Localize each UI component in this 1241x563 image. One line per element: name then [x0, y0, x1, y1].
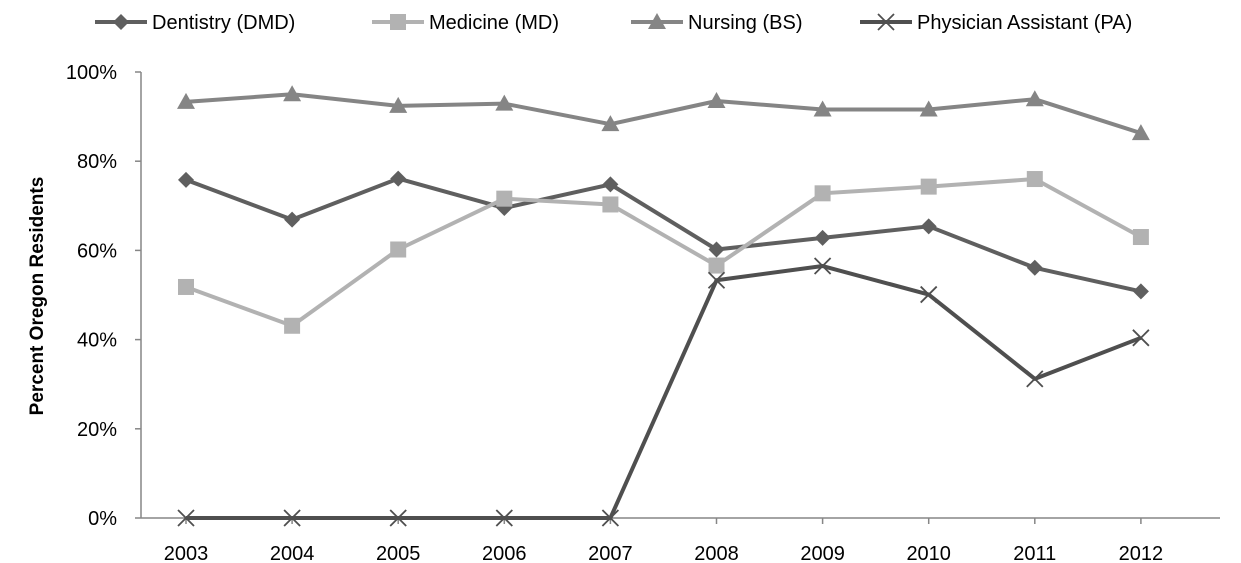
- data-point: [708, 241, 725, 258]
- legend-item: Nursing (BS): [631, 12, 802, 34]
- y-axis-label: Percent Oregon Residents: [27, 177, 48, 416]
- data-point: [601, 509, 620, 527]
- x-tick-label: 2004: [270, 543, 315, 563]
- data-point: [708, 257, 725, 274]
- x-tick-label: 2009: [800, 543, 845, 563]
- legend-label: Dentistry (DMD): [152, 12, 295, 34]
- data-point: [813, 257, 832, 275]
- x-tick-label: 2011: [1013, 543, 1056, 563]
- legend-marker-stroke-b: [877, 13, 895, 31]
- y-tick-label: 0%: [88, 508, 117, 530]
- data-point: [496, 190, 513, 207]
- data-point: [707, 91, 726, 108]
- data-point: [389, 509, 407, 527]
- data-point-stroke-b: [707, 271, 726, 289]
- data-point: [920, 178, 937, 195]
- data-point: [283, 85, 302, 102]
- data-point-stroke-b: [495, 509, 513, 527]
- x-tick-label: 2005: [376, 543, 421, 563]
- data-point: [601, 115, 620, 132]
- data-point: [495, 509, 513, 527]
- data-point-stroke-b: [601, 509, 620, 527]
- y-tick-label: 20%: [77, 419, 117, 441]
- y-tick-label: 100%: [66, 62, 117, 84]
- series-line: [185, 92, 1142, 136]
- data-point-stroke-b: [1026, 370, 1044, 388]
- legend-label: Physician Assistant (PA): [917, 12, 1132, 34]
- series-line: [186, 264, 1142, 520]
- data-point: [813, 100, 832, 117]
- data-point-stroke-b: [813, 257, 832, 275]
- x-tick-label: 2007: [588, 543, 633, 563]
- data-point: [1025, 90, 1044, 107]
- series-diamond: [178, 170, 1149, 300]
- y-tick-label: 60%: [77, 240, 117, 262]
- data-point: [919, 100, 938, 117]
- data-point: [284, 211, 301, 228]
- axes: 0% 20% 40% 60% 80% 100% 2003 2004 2005 2006 2007 20…: [66, 62, 1220, 563]
- y-tick-label: 40%: [77, 330, 117, 352]
- legend-item: Physician Assistant (PA): [860, 12, 1132, 34]
- y-tick-label: 80%: [77, 151, 117, 173]
- data-point: [814, 229, 831, 246]
- data-point: [707, 271, 726, 289]
- data-point-stroke-b: [283, 509, 301, 527]
- data-point: [1026, 259, 1043, 276]
- data-point: [283, 509, 301, 527]
- data-point: [602, 196, 619, 213]
- series-group: [177, 85, 1150, 527]
- legend-item: Medicine (MD): [372, 12, 559, 34]
- data-point: [1132, 229, 1149, 246]
- data-point: [177, 92, 195, 109]
- data-point: [920, 285, 938, 304]
- x-tick-label: 2003: [164, 543, 209, 563]
- data-point: [495, 94, 514, 111]
- x-tick-label: 2010: [906, 543, 951, 563]
- data-point-stroke-b: [389, 509, 407, 527]
- legend-label: Nursing (BS): [688, 12, 802, 34]
- data-point: [1131, 124, 1150, 141]
- data-point-stroke-b: [1132, 329, 1150, 347]
- legend: Dentistry (DMD) Medicine (MD) Nursing (BS)…: [95, 12, 1132, 34]
- legend-marker: [390, 14, 406, 30]
- x-tick-label: 2006: [482, 543, 527, 563]
- data-point: [284, 317, 301, 334]
- data-point: [178, 278, 194, 295]
- data-point: [389, 96, 408, 113]
- x-tick-label: 2008: [694, 543, 739, 563]
- data-point: [1026, 370, 1044, 388]
- x-tick-label: 2012: [1119, 543, 1164, 563]
- series-x: [177, 257, 1150, 527]
- legend-item: Dentistry (DMD): [95, 12, 295, 34]
- legend-marker: [113, 14, 129, 30]
- data-point: [390, 241, 407, 258]
- data-point: [390, 170, 407, 187]
- series-square: [178, 171, 1149, 334]
- data-point: [1026, 171, 1043, 188]
- legend-label: Medicine (MD): [429, 12, 559, 34]
- data-point: [178, 171, 194, 188]
- legend-marker: [877, 13, 895, 31]
- series-line: [185, 177, 1142, 328]
- data-point: [920, 218, 937, 235]
- data-point-stroke-b: [920, 285, 938, 304]
- legend-marker: [648, 13, 666, 29]
- data-point: [1132, 329, 1150, 347]
- series-line: [185, 176, 1142, 294]
- series-triangle: [177, 85, 1150, 141]
- data-point: [1132, 283, 1149, 300]
- data-point: [177, 509, 195, 527]
- data-point: [602, 176, 619, 193]
- data-point-stroke-b: [177, 509, 195, 527]
- data-point: [814, 185, 831, 202]
